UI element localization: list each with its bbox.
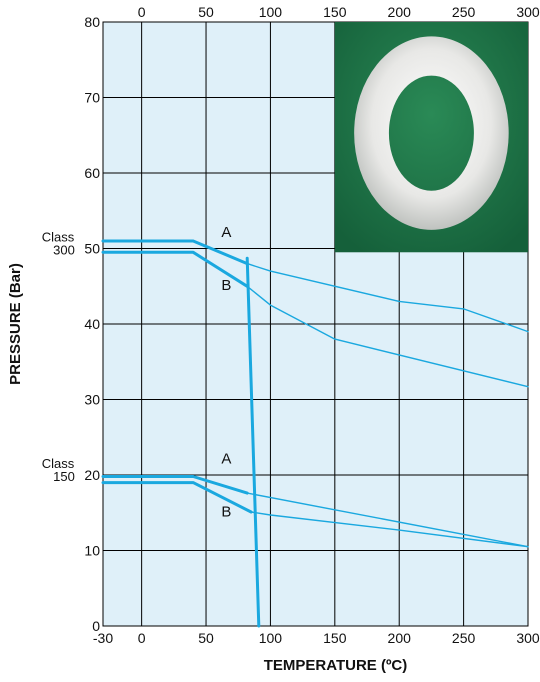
y-tick-label: 30 (84, 392, 100, 408)
series-line (250, 511, 529, 548)
x-tick-label-bottom: -30 (93, 630, 113, 646)
x-tick-label-bottom: 0 (138, 630, 146, 646)
class-label-line1: Class (42, 230, 75, 245)
series-line (245, 256, 261, 628)
x-tick-label-top: 150 (323, 4, 347, 20)
x-tick-label-bottom: 50 (198, 630, 214, 646)
series-line (246, 492, 529, 548)
x-tick-label-top: 250 (452, 4, 476, 20)
x-tick-label-top: 200 (388, 4, 412, 20)
y-tick-label: 60 (84, 165, 100, 181)
class-label-line1: Class (42, 456, 75, 471)
x-tick-label-top: 0 (138, 4, 146, 20)
class-label: Class 300 (42, 230, 75, 258)
series-line (101, 475, 249, 495)
y-axis-title: PRESSURE (Bar) (7, 263, 24, 385)
y-tick-label: 0 (92, 618, 100, 634)
curve-label: B (221, 277, 231, 294)
x-tick-label-bottom: 100 (259, 630, 283, 646)
x-axis-title: TEMPERATURE (ºC) (264, 657, 408, 674)
y-tick-label: 50 (84, 241, 100, 257)
series-line (101, 250, 249, 288)
x-tick-label-bottom: 150 (323, 630, 347, 646)
data-series (101, 239, 529, 628)
curve-label: B (221, 504, 231, 521)
y-tick-label: 70 (84, 90, 100, 106)
y-tick-label: 20 (84, 467, 100, 483)
curve-label: A (221, 451, 231, 468)
gasket-photo (334, 22, 528, 253)
x-tick-label-top: 100 (259, 4, 283, 20)
curve-label: A (221, 224, 231, 241)
x-tick-label-top: 300 (516, 4, 540, 20)
class-label-line2: 300 (53, 243, 75, 258)
class-label-line2: 150 (53, 469, 75, 484)
series-line (246, 285, 529, 388)
series-line (101, 481, 253, 514)
x-tick-label-top: 50 (198, 4, 214, 20)
class-label: Class 150 (42, 456, 75, 484)
y-tick-label: 80 (84, 14, 100, 30)
x-tick-label-bottom: 250 (452, 630, 476, 646)
series-line (246, 262, 529, 333)
y-tick-label: 40 (84, 316, 100, 332)
series-line (101, 239, 249, 266)
x-tick-label-bottom: 200 (388, 630, 412, 646)
y-tick-label: 10 (84, 543, 100, 559)
white-ring-gasket (354, 36, 509, 230)
x-tick-label-bottom: 300 (516, 630, 540, 646)
